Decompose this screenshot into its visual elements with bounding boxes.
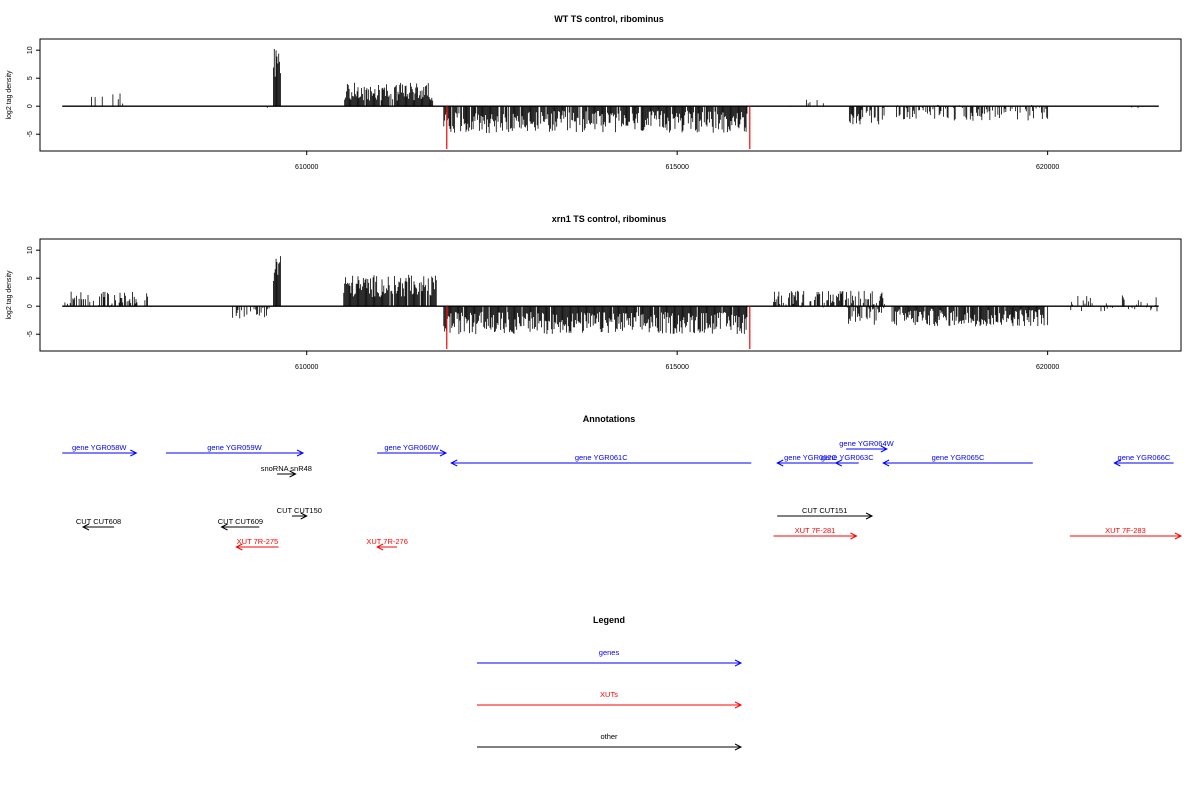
xrn1-track-title: xrn1 TS control, ribominus: [552, 214, 667, 224]
wt-signal-bars: [62, 48, 1159, 134]
y-tick-label: 0: [27, 104, 34, 108]
x-tick-label: 615000: [666, 364, 689, 371]
feature-arrowhead: [450, 459, 458, 467]
feature-arrowhead: [776, 459, 784, 467]
feature-arrowhead: [296, 449, 305, 457]
xrn1-y-axis-label: log2 tag density: [6, 270, 13, 320]
feature-arrowhead: [882, 459, 890, 467]
feature-arrowhead: [81, 523, 90, 531]
x-tick-label: 610000: [295, 164, 318, 171]
feature-arrowhead: [834, 459, 842, 467]
x-tick-label: 610000: [295, 364, 318, 371]
feature-label: CUT CUT609: [218, 517, 263, 526]
feature-arrowhead: [439, 449, 448, 457]
wt-x-axis: 610000 615000 620000: [295, 151, 1059, 171]
feature-label: XUT 7F-281: [795, 526, 836, 535]
feature-arrowhead: [300, 512, 308, 520]
feature-label: gene YGR059W: [207, 443, 262, 452]
feature-arrowhead: [850, 532, 858, 540]
feature-label: XUT 7R-275: [237, 537, 279, 546]
y-tick-label: 10: [27, 246, 34, 254]
feature-label: gene YGR058W: [72, 443, 127, 452]
annotations-panel: Annotations gene YGR058W gene YGR059W gene…: [62, 414, 1183, 551]
feature-label: gene YGR066C: [1118, 453, 1171, 462]
legend-arrowhead: [734, 659, 743, 667]
feature-arrowhead: [375, 543, 384, 551]
y-tick-label: 0: [27, 304, 34, 308]
wt-track-title: WT TS control, ribominus: [554, 14, 664, 24]
feature-label: snoRNA snR48: [261, 464, 312, 473]
feature-label: gene YGR064W: [839, 439, 894, 448]
feature-arrowhead: [1174, 532, 1183, 540]
feature-arrowhead: [865, 512, 874, 520]
legend-label: XUTs: [600, 690, 618, 699]
xrn1-y-axis: 10 5 0 -5: [27, 246, 40, 337]
legend-label: other: [600, 732, 618, 741]
x-tick-label: 620000: [1036, 164, 1059, 171]
feature-label: CUT CUT150: [277, 506, 322, 515]
feature-arrowhead: [289, 470, 297, 478]
y-tick-label: 10: [27, 46, 34, 54]
feature-label: XUT 7R-276: [366, 537, 408, 546]
wt-y-axis: 10 5 0 -5: [27, 46, 40, 137]
annotation-features: gene YGR058W gene YGR059W gene YGR060W gene…: [62, 439, 1183, 551]
feature-label: gene YGR061C: [575, 453, 628, 462]
feature-label: CUT CUT608: [76, 517, 121, 526]
y-tick-label: -5: [27, 131, 34, 137]
y-tick-label: 5: [27, 276, 34, 280]
feature-label: gene YGR060W: [384, 443, 439, 452]
xrn1-plot-frame: [39, 238, 1182, 352]
feature-arrowhead: [235, 543, 243, 551]
feature-arrowhead: [1113, 459, 1121, 467]
legend-items: genes XUTs other: [477, 648, 743, 751]
annotations-title: Annotations: [583, 414, 636, 424]
y-tick-label: 5: [27, 76, 34, 80]
x-tick-label: 620000: [1036, 364, 1059, 371]
wt-track-panel: WT TS control, ribominus log2 tag densit…: [6, 14, 1182, 171]
feature-label: gene YGR065C: [932, 453, 985, 462]
x-tick-label: 615000: [666, 164, 689, 171]
y-tick-label: -5: [27, 331, 34, 337]
feature-arrowhead: [220, 523, 228, 531]
xrn1-signal-bars: [62, 256, 1159, 335]
legend-label: genes: [599, 648, 620, 657]
legend-arrowhead: [734, 701, 743, 709]
legend-title: Legend: [593, 615, 625, 625]
feature-arrowhead: [880, 445, 888, 453]
wt-marker-lines: [446, 106, 751, 149]
feature-arrowhead: [130, 449, 138, 457]
wt-plot-frame: [39, 38, 1182, 152]
feature-label: gene YGR062C: [784, 453, 837, 462]
wt-y-axis-label: log2 tag density: [6, 70, 13, 120]
xrn1-track-panel: xrn1 TS control, ribominus log2 tag dens…: [6, 214, 1182, 371]
legend-arrowhead: [734, 743, 743, 751]
feature-label: gene YGR063C: [821, 453, 874, 462]
xrn1-marker-lines: [446, 306, 751, 349]
legend-panel: Legend genes XUTs other: [477, 615, 743, 751]
feature-label: CUT CUT151: [802, 506, 847, 515]
feature-label: XUT 7F-283: [1105, 526, 1146, 535]
xrn1-x-axis: 610000 615000 620000: [295, 351, 1059, 371]
